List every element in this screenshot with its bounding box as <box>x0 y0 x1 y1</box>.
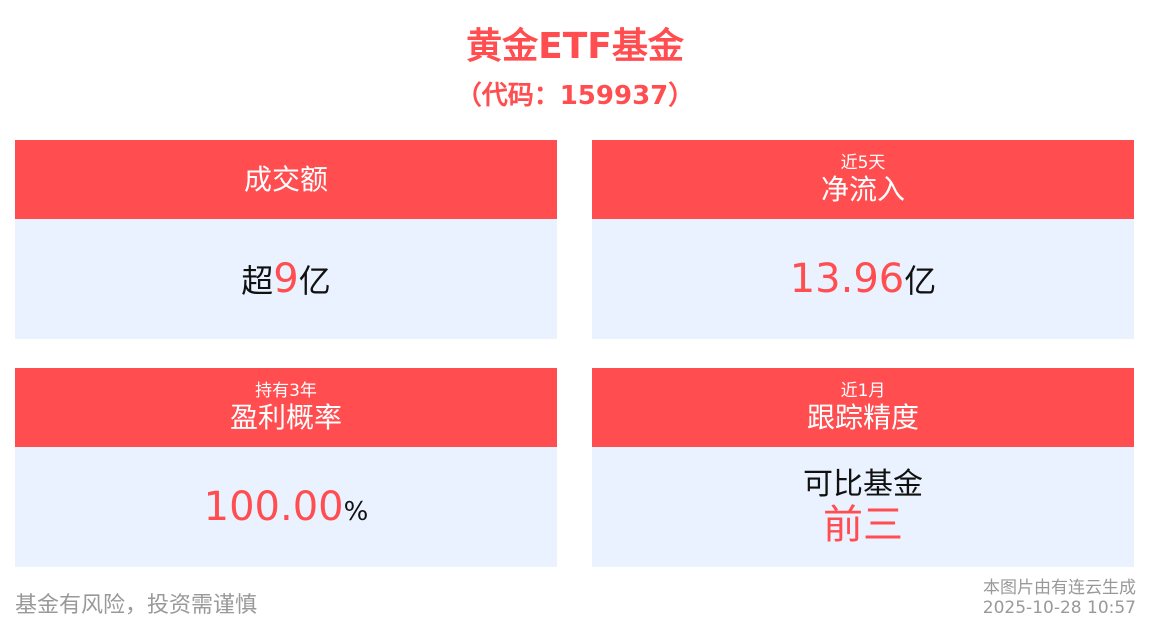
footer-source: 本图片由有连云生成 2025-10-28 10:57 <box>983 578 1136 618</box>
value-suffix: 亿 <box>904 262 937 300</box>
risk-disclaimer: 基金有风险，投资需谨慎 <box>15 593 258 618</box>
card-title: 跟踪精度 <box>806 400 919 434</box>
card-net-inflow: 近5天 净流入 13.96亿 <box>592 140 1134 339</box>
card-body: 超9亿 <box>15 219 557 339</box>
value-suffix: 亿 <box>298 262 331 300</box>
card-header: 近5天 净流入 <box>592 140 1134 219</box>
card-header: 近1月 跟踪精度 <box>592 368 1134 447</box>
card-header: 成交额 <box>15 140 557 219</box>
page-title: 黄金ETF基金 <box>466 26 684 67</box>
card-header: 持有3年 盈利概率 <box>15 368 557 447</box>
card-body: 100.00% <box>15 447 557 567</box>
fund-code: （代码：159937） <box>455 81 695 111</box>
value-prefix: 超 <box>241 262 274 300</box>
value-label: 可比基金 <box>803 467 923 502</box>
value-suffix: % <box>343 497 369 527</box>
card-profit-probability: 持有3年 盈利概率 100.00% <box>15 368 557 567</box>
value: 9 <box>273 256 299 302</box>
card-title: 盈利概率 <box>229 400 342 434</box>
source-text: 本图片由有连云生成 <box>983 578 1136 598</box>
card-subtitle: 近1月 <box>840 380 886 401</box>
value: 13.96 <box>789 256 905 302</box>
card-title: 净流入 <box>820 172 905 206</box>
card-subtitle: 近5天 <box>840 152 886 173</box>
card-body: 13.96亿 <box>592 219 1134 339</box>
value: 100.00 <box>203 484 344 530</box>
card-body: 可比基金 前三 <box>592 447 1134 567</box>
card-subtitle: 持有3年 <box>255 380 317 401</box>
value: 前三 <box>823 502 903 548</box>
card-title: 成交额 <box>243 162 328 196</box>
timestamp: 2025-10-28 10:57 <box>982 598 1136 618</box>
card-tracking-accuracy: 近1月 跟踪精度 可比基金 前三 <box>592 368 1134 567</box>
card-turnover: 成交额 超9亿 <box>15 140 557 339</box>
